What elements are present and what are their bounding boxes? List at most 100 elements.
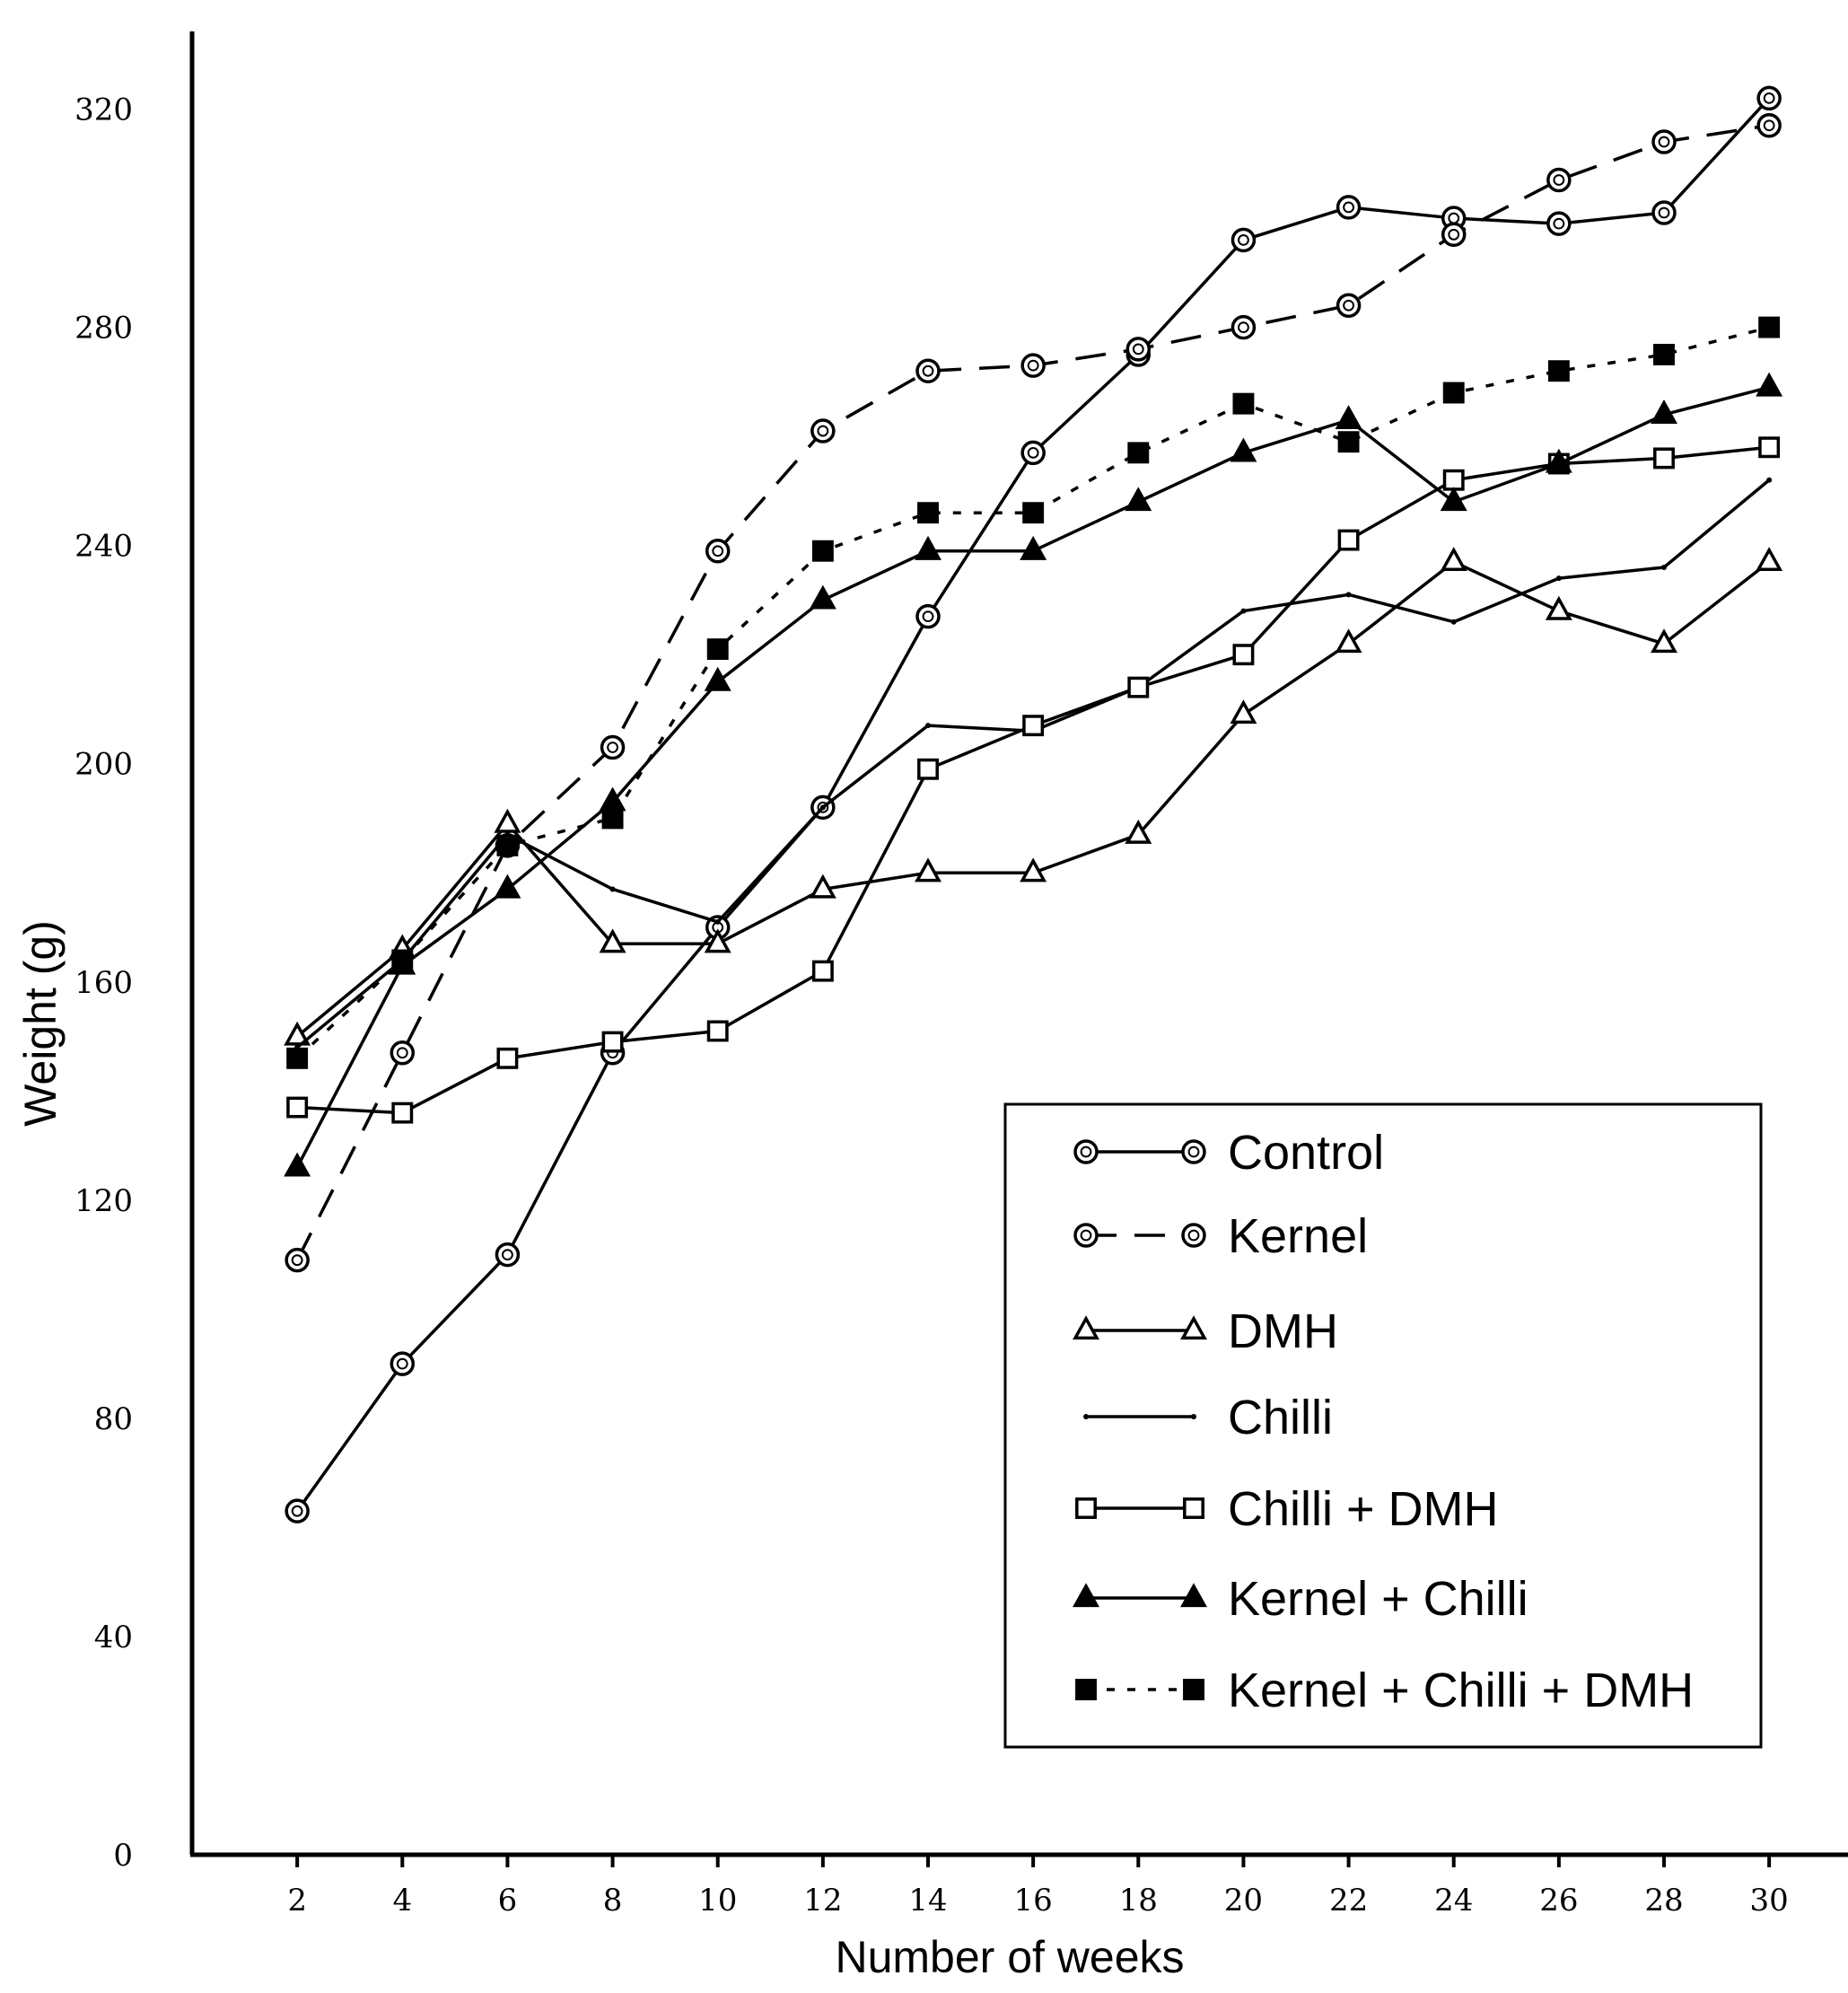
square-marker bbox=[917, 758, 939, 780]
point-marker bbox=[609, 886, 616, 892]
square-marker bbox=[1183, 1679, 1204, 1700]
triangle-marker bbox=[1756, 547, 1783, 572]
triangle-marker bbox=[1180, 1583, 1207, 1608]
circle-marker-inner bbox=[1027, 446, 1039, 459]
circle-marker-inner bbox=[396, 1047, 408, 1059]
x-tick-label: 10 bbox=[698, 1883, 737, 1918]
square-marker bbox=[1232, 644, 1255, 666]
square-marker bbox=[1075, 1679, 1097, 1700]
legend-label: Kernel + Chilli + DMH bbox=[1228, 1664, 1694, 1717]
x-tick-label: 20 bbox=[1224, 1883, 1263, 1918]
circle-marker-inner bbox=[1658, 206, 1670, 219]
legend-label: Chilli bbox=[1228, 1391, 1333, 1444]
legend: Control Kernel DMH Chilli Chilli + DMH Kernel… bbox=[1003, 1102, 1763, 1749]
x-tick-label: 22 bbox=[1329, 1883, 1368, 1918]
triangle-marker bbox=[809, 584, 836, 610]
circle-marker bbox=[495, 1242, 521, 1268]
triangle-marker bbox=[1651, 399, 1677, 424]
square-marker bbox=[917, 502, 939, 524]
series bbox=[285, 113, 1782, 1273]
triangle-marker bbox=[1651, 628, 1677, 654]
circle-marker-inner bbox=[291, 1254, 303, 1267]
square-marker bbox=[1442, 469, 1465, 491]
point-marker bbox=[1345, 592, 1352, 598]
series-layer bbox=[284, 85, 1783, 1523]
circle-marker bbox=[1073, 1139, 1099, 1164]
square-marker bbox=[1183, 1497, 1204, 1519]
square-marker bbox=[1758, 436, 1781, 459]
point-marker bbox=[1661, 564, 1667, 570]
x-tick-label: 2 bbox=[287, 1883, 307, 1918]
square-marker bbox=[286, 1047, 309, 1069]
point-marker bbox=[1191, 1414, 1196, 1419]
point-marker bbox=[1766, 477, 1773, 483]
circle-marker bbox=[1181, 1139, 1206, 1164]
point-marker bbox=[1450, 619, 1457, 625]
circle-marker-inner bbox=[1027, 359, 1039, 372]
triangle-marker bbox=[494, 808, 521, 833]
y-tick-label: 160 bbox=[74, 965, 133, 1001]
circle-marker-inner bbox=[1187, 1146, 1200, 1158]
x-tick-label: 12 bbox=[803, 1883, 842, 1918]
x-axis-title: Number of weeks bbox=[835, 1932, 1184, 1982]
circle-marker-inner bbox=[817, 801, 829, 813]
y-tick-label: 240 bbox=[74, 529, 133, 565]
circle-marker-inner bbox=[1553, 217, 1565, 230]
triangle-marker bbox=[1073, 1315, 1099, 1340]
circle-marker bbox=[1020, 353, 1046, 378]
circle-marker bbox=[1073, 1223, 1099, 1248]
x-tick-label: 8 bbox=[603, 1883, 623, 1918]
square-marker bbox=[1337, 529, 1360, 551]
x-tick-label: 26 bbox=[1539, 1883, 1578, 1918]
square-marker bbox=[1653, 344, 1675, 365]
circle-marker-inner bbox=[1132, 343, 1144, 356]
triangle-marker bbox=[1125, 819, 1152, 844]
square-marker bbox=[706, 1020, 729, 1042]
triangle-marker bbox=[1180, 1315, 1207, 1340]
square-marker bbox=[601, 807, 624, 830]
circle-marker-inner bbox=[1343, 299, 1354, 312]
square-marker bbox=[1442, 382, 1465, 404]
point-marker bbox=[925, 723, 931, 729]
legend-label: DMH bbox=[1228, 1304, 1338, 1358]
circle-marker-inner bbox=[1238, 321, 1249, 333]
circle-marker bbox=[1651, 200, 1677, 225]
triangle-marker bbox=[1545, 448, 1572, 473]
circle-marker bbox=[1181, 1223, 1206, 1248]
circle-marker-inner bbox=[1763, 119, 1775, 132]
circle-marker bbox=[915, 358, 941, 383]
circle-marker-inner bbox=[1553, 174, 1565, 186]
series-line bbox=[295, 325, 1770, 1060]
x-tick-label: 28 bbox=[1644, 1883, 1683, 1918]
series-line bbox=[296, 478, 1771, 1049]
circle-marker bbox=[1020, 440, 1046, 466]
square-marker bbox=[286, 1096, 309, 1119]
square-marker bbox=[1127, 442, 1150, 464]
circle-marker-inner bbox=[291, 1505, 303, 1517]
circle-marker bbox=[1336, 195, 1362, 220]
triangle-marker bbox=[915, 857, 942, 882]
circle-marker-inner bbox=[922, 364, 934, 377]
circle-marker-inner bbox=[1763, 92, 1775, 104]
circle-marker-inner bbox=[1238, 233, 1249, 246]
triangle-marker bbox=[1545, 595, 1572, 620]
circle-marker bbox=[1756, 113, 1782, 138]
triangle-marker bbox=[1756, 372, 1783, 397]
point-marker bbox=[1083, 1414, 1089, 1419]
circle-marker bbox=[1231, 227, 1257, 253]
square-marker bbox=[391, 1102, 414, 1124]
square-marker bbox=[601, 1031, 624, 1053]
y-tick-label: 0 bbox=[113, 1838, 133, 1874]
triangle-marker bbox=[915, 535, 942, 560]
circle-marker bbox=[390, 1351, 416, 1376]
circle-marker-inner bbox=[1448, 228, 1460, 241]
circle-marker-inner bbox=[1343, 201, 1354, 214]
square-marker bbox=[811, 960, 834, 982]
x-tick-label: 14 bbox=[908, 1883, 947, 1918]
square-marker bbox=[811, 540, 834, 562]
series-line bbox=[296, 560, 1771, 1038]
triangle-marker bbox=[704, 666, 731, 691]
circle-marker bbox=[915, 603, 941, 629]
legend-box bbox=[1003, 1102, 1763, 1749]
circle-marker-inner bbox=[1658, 136, 1670, 148]
